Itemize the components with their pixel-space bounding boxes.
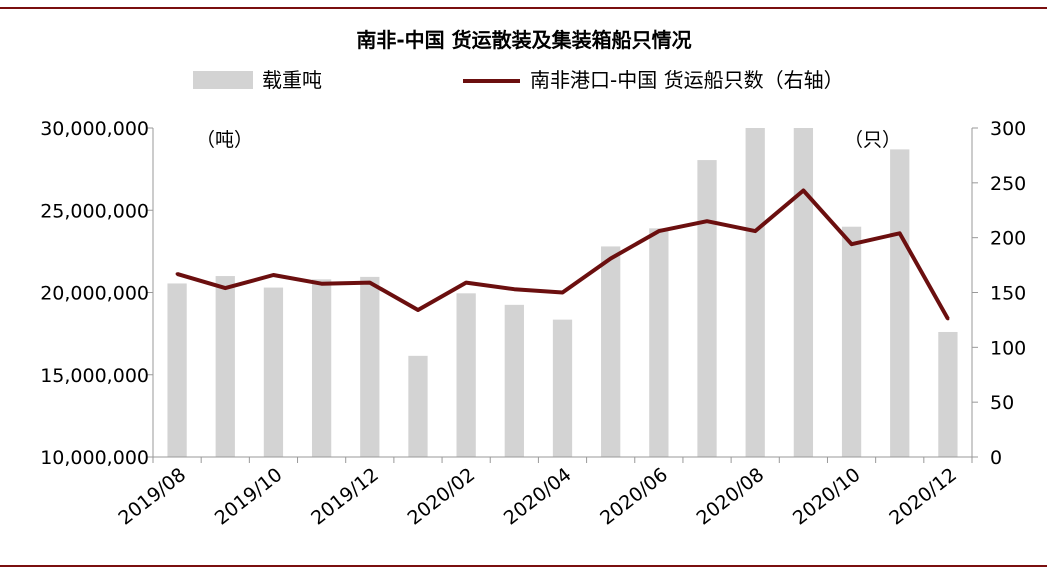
line-point-2020/05 [609,257,613,261]
x-tick-label: 2019/12 [307,464,383,530]
right-tick-label: 50 [990,392,1014,414]
right-tick-label: 100 [990,337,1026,359]
left-ticks: 10,000,000 15,000,000 20,000,000 25,000,000… [40,118,153,469]
line-point-2020/01 [416,308,420,312]
bar-2020/10 [841,226,862,457]
line-point-2019/10 [271,273,275,277]
x-tick-label: 2020/06 [596,464,672,530]
line-series [175,188,950,321]
bar-2020/12 [938,331,958,457]
line-point-2020/11 [898,231,902,235]
left-tick-label: 15,000,000 [40,365,149,387]
line-point-2020/09 [801,189,805,193]
left-tick-label: 10,000,000 [40,447,149,469]
right-axis-unit: （只） [844,129,901,151]
bar-2020/01 [408,355,428,457]
line-point-2019/09 [223,286,227,290]
left-axis-unit: （吨） [196,129,253,151]
left-tick-label: 20,000,000 [40,283,149,305]
right-tick-label: 300 [990,118,1026,140]
x-tick-label: 2020/02 [403,464,479,530]
bar-2020/06 [649,228,669,457]
right-ticks: 0 50 100 150 200 250 300 [972,118,1026,469]
line-point-2019/08 [175,272,179,276]
right-tick-label: 150 [990,283,1026,305]
bar-2020/07 [697,160,717,457]
x-tick-label: 2020/04 [500,464,576,530]
x-tick-label: 2019/10 [211,464,287,530]
bar-2019/08 [167,283,187,457]
line-point-2020/12 [946,317,950,321]
x-tick-label: 2020/08 [693,464,769,530]
line-point-2020/02 [464,281,468,285]
line-point-2020/06 [657,229,661,233]
bar-2020/04 [552,319,573,457]
right-tick-label: 250 [990,173,1026,195]
bar-2020/02 [456,293,476,457]
line-point-2020/03 [512,287,516,291]
line-point-2020/08 [753,229,757,233]
legend-label-bar: 载重吨 [262,68,322,92]
legend: 载重吨 南非港口-中国 货运船只数（右轴） [193,68,844,92]
bar-2019/12 [360,276,380,457]
legend-label-line: 南非港口-中国 货运船只数（右轴） [530,68,844,92]
bar-2020/08 [745,128,765,457]
line-point-2019/12 [368,281,372,285]
bar-2019/11 [311,279,332,457]
left-tick-label: 30,000,000 [40,118,149,140]
x-ticks: 2019/08 2019/10 2019/12 2020/02 2020/04 2020/… [114,457,973,530]
x-tick-label: 2020/10 [789,464,865,530]
right-tick-label: 0 [990,447,1002,469]
line-point-2019/11 [320,282,324,286]
chart-title: 南非-中国 货运散装及集装箱船只情况 [356,28,691,52]
line-point-2020/07 [705,219,709,223]
bar-2019/10 [263,287,284,457]
x-tick-label: 2020/12 [885,464,961,530]
bar-2020/11 [890,149,910,457]
right-tick-label: 200 [990,228,1026,250]
line-path [176,188,950,320]
line-point-2020/04 [561,291,564,294]
bar-2019/09 [215,276,235,457]
x-tick-label: 2019/08 [114,464,190,530]
bar-2020/03 [504,304,524,457]
legend-swatch-bar [193,71,253,89]
bar-series [167,128,958,457]
bar-2020/09 [793,128,814,457]
bar-2020/05 [601,246,621,457]
left-tick-label: 25,000,000 [40,200,149,222]
line-point-2020/10 [850,242,854,246]
